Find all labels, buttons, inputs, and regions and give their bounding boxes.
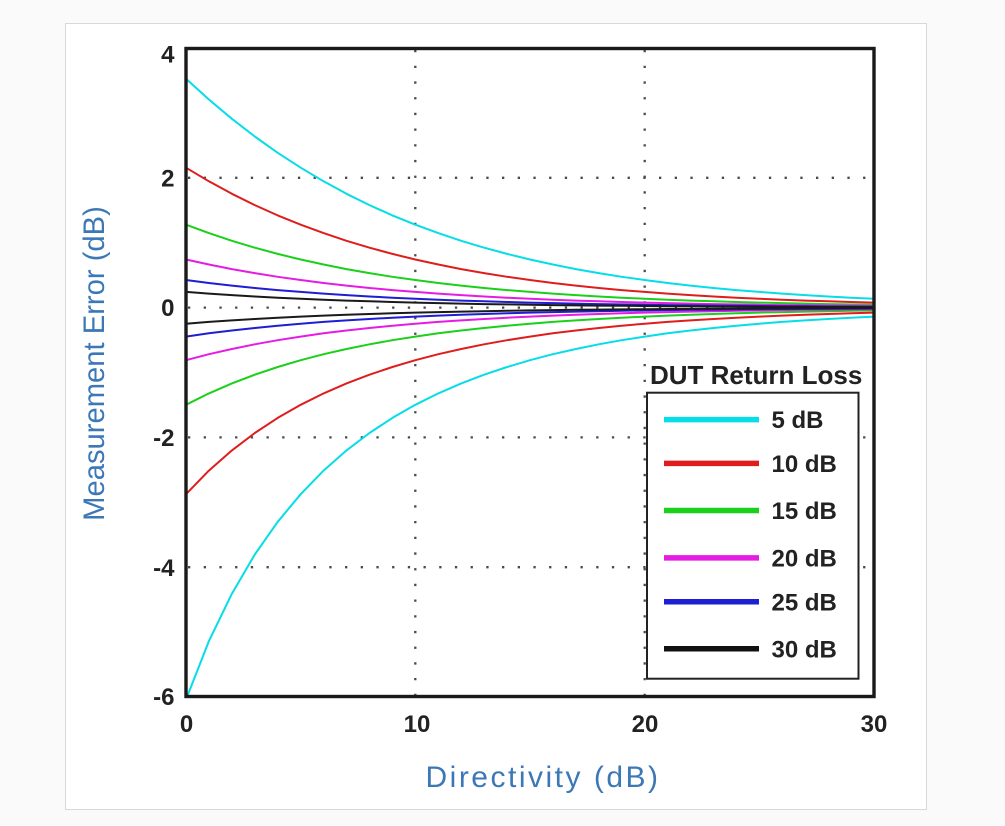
svg-text:Measurement Error (dB): Measurement Error (dB) [79, 206, 111, 521]
svg-text:4: 4 [161, 42, 175, 69]
svg-text:0: 0 [180, 711, 193, 738]
svg-text:2: 2 [161, 165, 174, 192]
svg-text:0: 0 [161, 295, 174, 322]
svg-text:5 dB: 5 dB [772, 407, 824, 434]
svg-text:30: 30 [861, 711, 888, 738]
svg-text:20: 20 [632, 711, 659, 738]
svg-text:10 dB: 10 dB [772, 451, 837, 478]
svg-text:10: 10 [404, 711, 431, 738]
svg-text:15 dB: 15 dB [772, 498, 837, 525]
svg-text:Directivity (dB): Directivity (dB) [425, 761, 660, 794]
svg-text:25 dB: 25 dB [772, 589, 837, 616]
svg-text:-2: -2 [153, 425, 174, 452]
svg-text:DUT Return Loss: DUT Return Loss [650, 360, 862, 390]
svg-text:-6: -6 [153, 684, 174, 711]
svg-text:20 dB: 20 dB [772, 546, 837, 573]
svg-text:-4: -4 [153, 555, 175, 582]
svg-text:30 dB: 30 dB [772, 636, 837, 663]
